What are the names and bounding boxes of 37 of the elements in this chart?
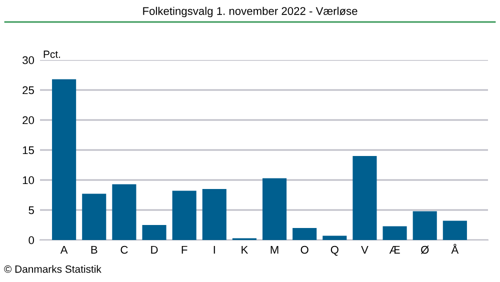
x-tick-label: O [300, 246, 308, 254]
bar [322, 236, 347, 240]
chart-title: Folketingsvalg 1. november 2022 - Værløse [143, 6, 358, 18]
x-tick-label: Q [330, 246, 338, 256]
x-tick-label: I [214, 246, 215, 254]
bar [412, 211, 437, 240]
bar [262, 178, 287, 240]
x-tick-label: Ø [420, 246, 429, 254]
bar [352, 156, 377, 240]
bar [382, 226, 407, 240]
x-tick-label: K [242, 246, 248, 254]
bar [202, 189, 226, 240]
x-tick-label: C [120, 246, 128, 254]
bar [292, 228, 317, 240]
y-tick-label: 30 [22, 56, 34, 64]
y-axis-title: Pct. [44, 50, 60, 58]
bar [82, 194, 106, 240]
y-tick-label: 15 [22, 146, 34, 154]
x-tick-label: D [151, 246, 158, 254]
y-tick-label: 20 [22, 116, 34, 124]
text: © Danmarks Statistik [4, 265, 102, 273]
y-tick-label: 0 [28, 236, 34, 244]
bar [142, 225, 166, 240]
y-tick-label: 5 [28, 206, 34, 214]
x-tick-label: B [91, 246, 98, 254]
x-tick-label: M [270, 246, 278, 254]
x-tick-label: F [182, 246, 188, 254]
bar [112, 184, 136, 240]
x-tick-label: Æ [389, 246, 400, 254]
y-tick-label: 25 [22, 86, 34, 94]
x-tick-label: Å [451, 244, 459, 254]
bar [172, 190, 196, 240]
y-tick-label: 10 [22, 176, 34, 184]
bar [52, 79, 76, 240]
x-tick-label: V [361, 246, 368, 254]
bar [442, 220, 467, 240]
x-tick-label: A [60, 246, 68, 254]
